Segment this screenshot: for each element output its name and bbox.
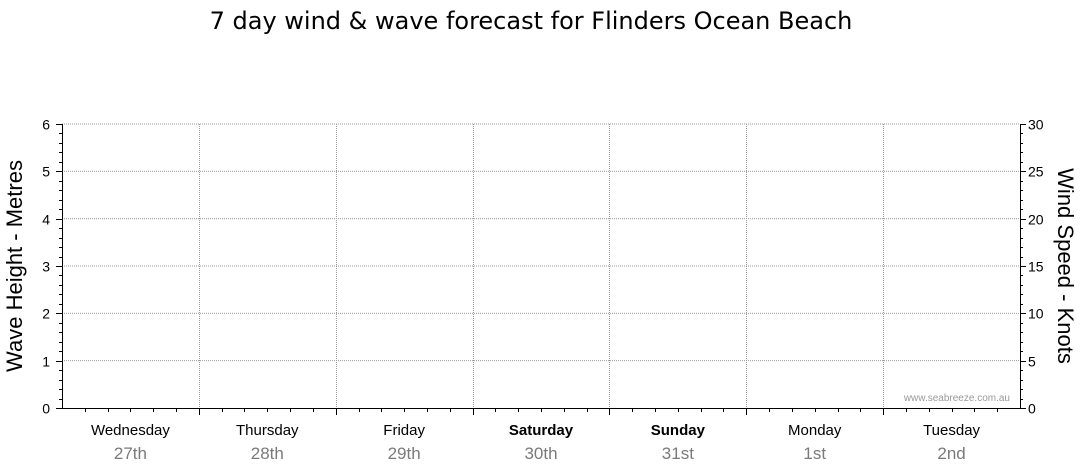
right-tick-label: 5 bbox=[1028, 354, 1036, 370]
day-date-label: 27th bbox=[114, 444, 147, 463]
right-tick-label: 15 bbox=[1028, 259, 1044, 275]
left-tick-label: 0 bbox=[42, 401, 50, 417]
chart-title: 7 day wind & wave forecast for Flinders … bbox=[210, 7, 853, 35]
left-tick-label: 4 bbox=[42, 212, 50, 228]
right-tick-label: 20 bbox=[1028, 212, 1044, 228]
left-tick-label: 2 bbox=[42, 306, 50, 322]
day-name-label: Friday bbox=[383, 422, 425, 439]
day-name-label: Tuesday bbox=[923, 422, 980, 439]
day-date-label: 2nd bbox=[937, 444, 965, 463]
day-date-label: 31st bbox=[662, 444, 694, 463]
left-tick-label: 1 bbox=[42, 354, 50, 370]
left-tick-label: 5 bbox=[42, 164, 50, 180]
right-tick-label: 25 bbox=[1028, 164, 1044, 180]
day-date-label: 1st bbox=[803, 444, 826, 463]
axes bbox=[62, 124, 1021, 415]
right-axis-label: Wind Speed - Knots bbox=[1053, 168, 1078, 364]
day-date-label: 28th bbox=[251, 444, 284, 463]
day-name-label: Monday bbox=[788, 422, 842, 439]
day-date-label: 29th bbox=[388, 444, 421, 463]
day-name-label: Wednesday bbox=[91, 422, 170, 439]
day-name-label: Thursday bbox=[236, 422, 299, 439]
left-tick-label: 3 bbox=[42, 259, 50, 275]
watermark: www.seabreeze.com.au bbox=[903, 393, 1010, 404]
wind-speed-axis: 0 5 10 15 20 25 30 bbox=[1020, 117, 1044, 417]
day-labels: Wednesday 27th Thursday 28th Friday 29th Satur… bbox=[91, 422, 981, 463]
day-date-label: 30th bbox=[524, 444, 557, 463]
right-tick-label: 0 bbox=[1028, 401, 1036, 417]
right-tick-label: 10 bbox=[1028, 306, 1044, 322]
left-axis-label: Wave Height - Metres bbox=[2, 160, 27, 372]
day-name-label: Saturday bbox=[509, 422, 574, 439]
gridlines bbox=[62, 123, 1020, 408]
day-name-label: Sunday bbox=[651, 422, 706, 439]
wave-height-axis: 0 1 2 3 4 5 6 bbox=[42, 117, 62, 417]
right-tick-label: 30 bbox=[1028, 117, 1044, 133]
left-tick-label: 6 bbox=[42, 117, 50, 133]
